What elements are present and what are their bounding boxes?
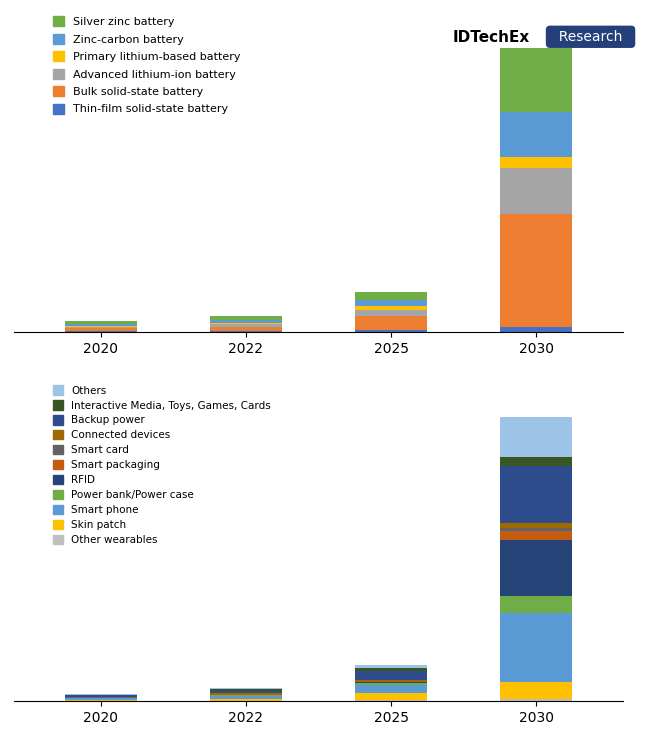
Bar <box>500 457 572 466</box>
Bar <box>355 307 427 310</box>
Bar <box>210 689 283 691</box>
Bar <box>355 682 427 684</box>
Bar <box>210 320 283 323</box>
Bar <box>355 316 427 330</box>
Bar <box>500 531 572 539</box>
Bar <box>500 327 572 332</box>
Bar <box>355 310 427 316</box>
Bar <box>500 528 572 531</box>
Text: Research: Research <box>550 30 631 44</box>
Bar <box>355 684 427 685</box>
Text: IDTechEx: IDTechEx <box>453 30 530 45</box>
Bar <box>210 688 283 689</box>
Bar <box>355 665 427 668</box>
Bar <box>210 323 283 324</box>
Bar <box>500 157 572 168</box>
Bar <box>355 685 427 693</box>
Bar <box>500 681 572 698</box>
Bar <box>64 326 137 327</box>
Bar <box>500 522 572 528</box>
Bar <box>210 324 283 327</box>
Bar <box>210 691 283 693</box>
Bar <box>355 671 427 680</box>
Bar <box>64 695 137 697</box>
Bar <box>500 214 572 327</box>
Bar <box>500 698 572 701</box>
Bar <box>64 321 137 324</box>
Bar <box>210 327 283 331</box>
Bar <box>355 681 427 682</box>
Bar <box>355 668 427 671</box>
Bar <box>64 327 137 328</box>
Bar <box>210 698 283 701</box>
Bar <box>500 613 572 681</box>
Bar <box>500 168 572 214</box>
Bar <box>355 292 427 299</box>
Bar <box>500 48 572 112</box>
Bar <box>64 698 137 700</box>
Bar <box>64 700 137 701</box>
Bar <box>210 331 283 332</box>
Bar <box>210 316 283 320</box>
Bar <box>355 330 427 332</box>
Bar <box>500 418 572 457</box>
Bar <box>355 680 427 681</box>
Bar <box>500 112 572 157</box>
Bar <box>64 694 137 695</box>
Bar <box>64 324 137 326</box>
Bar <box>210 695 283 698</box>
Bar <box>64 328 137 331</box>
Bar <box>500 539 572 596</box>
Bar <box>500 466 572 522</box>
Legend: Silver zinc battery, Zinc-carbon battery, Primary lithium-based battery, Advance: Silver zinc battery, Zinc-carbon battery… <box>50 13 244 118</box>
Bar <box>355 299 427 307</box>
Bar <box>355 693 427 701</box>
Bar <box>500 596 572 613</box>
Legend: Others, Interactive Media, Toys, Games, Cards, Backup power, Connected devices, : Others, Interactive Media, Toys, Games, … <box>49 382 275 548</box>
